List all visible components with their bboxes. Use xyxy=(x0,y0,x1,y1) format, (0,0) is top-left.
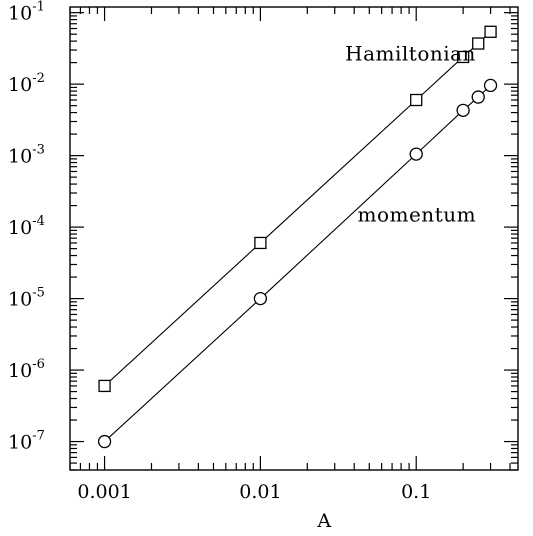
series-label-momentum: momentum xyxy=(358,202,477,226)
tick-labels: 10-710-610-510-410-310-210-10.001 0.01 0.1 xyxy=(8,0,431,503)
circle-marker xyxy=(409,147,423,161)
series-markers xyxy=(97,25,498,449)
y-tick-base: 10 xyxy=(8,146,32,168)
y-tick-base: 10 xyxy=(8,74,32,96)
y-tick-base: 10 xyxy=(8,217,32,239)
circle-marker xyxy=(483,78,498,93)
y-tick-label: 10-3 xyxy=(8,143,45,168)
x-tick-label: 0.001 xyxy=(77,481,131,503)
y-tick-label: 10-1 xyxy=(8,0,45,25)
square-marker xyxy=(254,236,267,250)
y-tick-exponent: -1 xyxy=(32,0,45,15)
y-tick-label: 10-5 xyxy=(8,286,45,311)
y-tick-label: 10-2 xyxy=(8,71,45,96)
minor-ticks xyxy=(69,7,518,471)
x-axis-label: A xyxy=(316,510,331,532)
x-tick-label: 0.01 xyxy=(239,481,281,503)
y-tick-label: 10-6 xyxy=(8,357,45,382)
y-tick-base: 10 xyxy=(8,289,32,311)
y-tick-exponent: -2 xyxy=(32,71,45,86)
square-marker xyxy=(456,50,470,64)
y-tick-exponent: -7 xyxy=(32,429,45,444)
series-lines xyxy=(104,31,491,442)
y-tick-base: 10 xyxy=(8,432,32,454)
circle-marker xyxy=(471,90,485,104)
y-tick-label: 10-4 xyxy=(8,214,45,239)
square-marker xyxy=(472,37,485,50)
square-marker xyxy=(410,93,423,107)
circle-marker xyxy=(97,434,112,449)
y-tick-label: 10-7 xyxy=(8,429,45,454)
y-tick-exponent: -4 xyxy=(32,214,45,229)
square-marker xyxy=(484,25,497,38)
y-tick-exponent: -3 xyxy=(32,143,45,158)
y-tick-exponent: -5 xyxy=(32,286,45,301)
circle-marker xyxy=(253,291,268,306)
major-ticks xyxy=(70,7,518,470)
y-tick-exponent: -6 xyxy=(32,357,45,372)
y-tick-base: 10 xyxy=(8,360,32,382)
series-line-momentum xyxy=(104,85,491,442)
series-label-hamiltonian: Hamiltonian xyxy=(345,41,476,65)
y-tick-base: 10 xyxy=(8,3,32,25)
plot-frame xyxy=(69,6,519,471)
square-marker xyxy=(98,379,111,393)
x-tick-label: 0.1 xyxy=(401,481,431,503)
circle-marker xyxy=(456,103,470,117)
